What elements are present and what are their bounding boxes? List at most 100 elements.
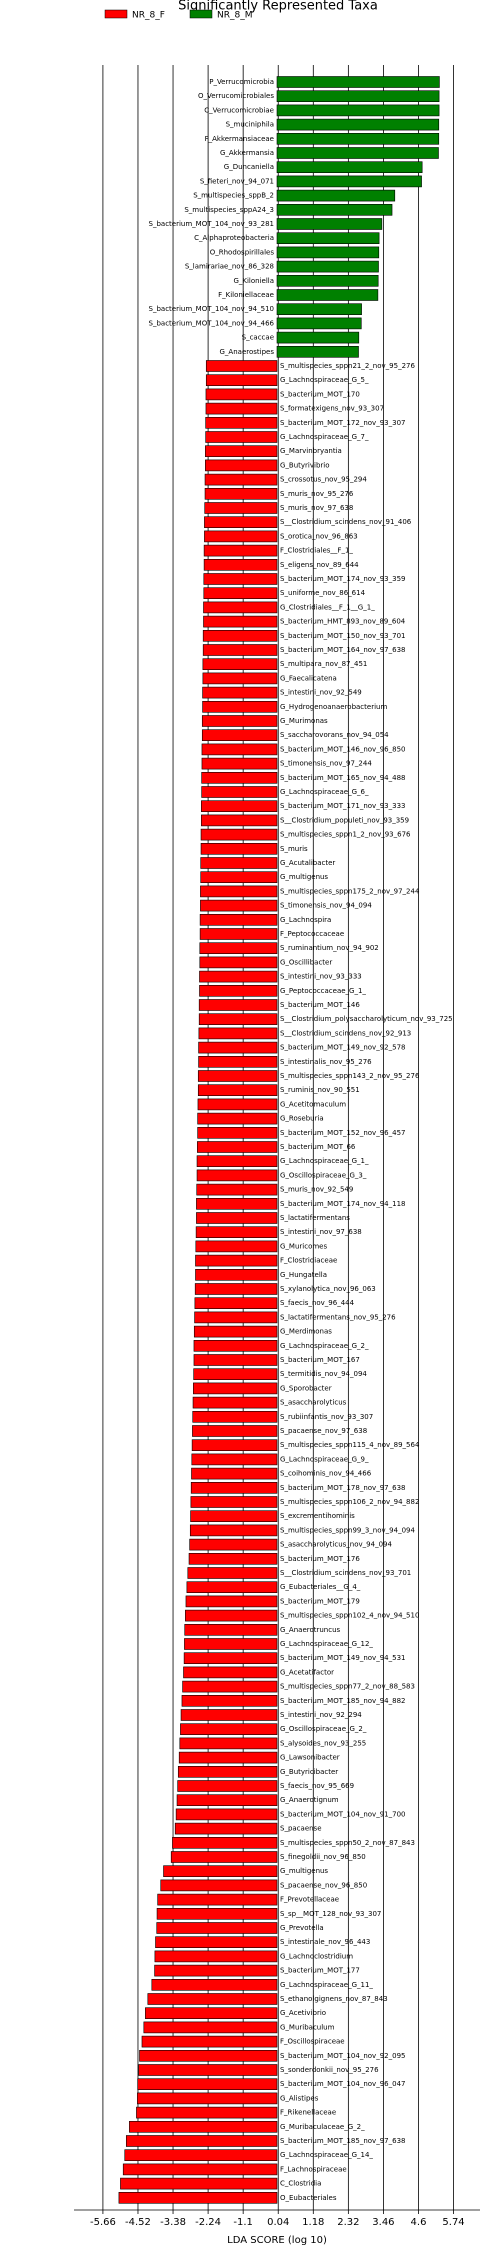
bar bbox=[199, 984, 278, 997]
bar bbox=[136, 2106, 278, 2119]
bar bbox=[201, 743, 278, 756]
category-label: G_Hungatella bbox=[280, 1271, 327, 1279]
bar bbox=[137, 2092, 278, 2105]
category-label: S_bacterium_MOT_165_nov_94_488 bbox=[280, 774, 405, 782]
x-tick-label: 0.04 bbox=[267, 2217, 289, 2228]
bar bbox=[276, 76, 440, 88]
category-label: S_bacterium_MOT_66 bbox=[280, 1143, 356, 1151]
bar bbox=[205, 431, 278, 443]
x-tick-label: 4.6 bbox=[411, 2217, 427, 2228]
category-label: G_multigenus bbox=[280, 873, 328, 881]
bar bbox=[141, 2035, 278, 2048]
category-label: S__Clostridium_scindens_nov_93_701 bbox=[280, 1569, 411, 1577]
category-label: S_orotica_nov_96_863 bbox=[280, 532, 358, 540]
category-label: P_Verrucomicrobia bbox=[209, 78, 274, 86]
bar bbox=[192, 1396, 278, 1409]
bar bbox=[205, 402, 278, 415]
category-label: S_bacterium_MOT_171_nov_93_333 bbox=[280, 802, 405, 810]
x-tick-label: 5.74 bbox=[442, 2217, 464, 2228]
category-label: S_bacterium_MOT_146_nov_96_850 bbox=[280, 745, 405, 753]
category-label: S_muris_nov_95_276 bbox=[280, 490, 354, 498]
bar bbox=[200, 828, 278, 841]
category-label: G_Lachnospiraceae_G_7_ bbox=[280, 433, 369, 441]
bar bbox=[201, 715, 278, 727]
category-label: S_bacterium_MOT_172_nov_93_307 bbox=[280, 419, 405, 427]
bar bbox=[276, 303, 362, 316]
bar bbox=[175, 1808, 278, 1821]
bar bbox=[202, 672, 278, 685]
category-label: G_Butyricibacter bbox=[280, 1768, 338, 1776]
category-label: S__Clostridium_scindens_nov_92_913 bbox=[280, 1029, 411, 1037]
category-label: S_termitidis_nov_94_094 bbox=[280, 1370, 367, 1378]
bar bbox=[195, 1269, 278, 1281]
bar bbox=[203, 601, 278, 614]
category-label: S_coihominis_nov_94_466 bbox=[280, 1470, 372, 1478]
category-label: G_Acutalibacter bbox=[280, 859, 335, 867]
bar bbox=[204, 516, 278, 529]
category-label: G_Muribaculaceae_G_2_ bbox=[280, 2123, 365, 2131]
bar bbox=[198, 1027, 278, 1040]
bar bbox=[154, 1950, 278, 1963]
bar bbox=[203, 615, 278, 628]
category-label: S_uniforme_nov_86_614 bbox=[280, 589, 366, 597]
bar bbox=[118, 2192, 278, 2204]
bar bbox=[204, 487, 278, 500]
category-label: S_bacterium_MOT_164_nov_97_638 bbox=[280, 646, 405, 654]
category-label: S_caccae bbox=[242, 334, 274, 342]
category-label: S_lamirariae_nov_86_328 bbox=[185, 263, 274, 271]
category-label: S__Clostridium_scindens_nov_91_406 bbox=[280, 518, 412, 526]
bar bbox=[137, 2078, 278, 2090]
category-label: S_pacaense bbox=[280, 1825, 322, 1833]
category-label: G_Murimonas bbox=[280, 717, 328, 725]
bar bbox=[195, 1254, 278, 1267]
category-label: S_multispecies_sppn175_2_nov_97_244 bbox=[280, 887, 420, 895]
bar bbox=[197, 1112, 278, 1125]
category-label: S_bacterium_MOT_185_nov_94_882 bbox=[280, 1697, 405, 1705]
category-label: G_Faecalicatena bbox=[280, 674, 337, 682]
category-label: S_excrementihominis bbox=[280, 1512, 355, 1520]
category-label: S_multispecies_sppn21_2_nov_95_276 bbox=[280, 362, 415, 370]
category-label: S_alysoides_nov_93_255 bbox=[280, 1739, 366, 1747]
bar bbox=[184, 1624, 278, 1636]
bar bbox=[276, 175, 422, 188]
bar bbox=[183, 1652, 278, 1664]
category-label: C_Verrucomicrobiae bbox=[204, 106, 274, 114]
bar bbox=[125, 2135, 278, 2147]
category-label: S_asaccharolyticus_nov_94_094 bbox=[280, 1541, 392, 1549]
category-label: G_Marvinbryantia bbox=[280, 447, 342, 455]
category-label: F_Kiloniellaceae bbox=[218, 291, 274, 299]
category-label: S_multispecies_sppn77_2_nov_88_583 bbox=[280, 1683, 415, 1691]
x-axis-label: LDA SCORE (log 10) bbox=[227, 2235, 327, 2246]
bar bbox=[138, 2064, 278, 2076]
category-label: S_intestinale_nov_96_443 bbox=[280, 1938, 370, 1946]
category-label: S_muris bbox=[280, 845, 308, 853]
category-label: G_Butyrivibrio bbox=[280, 461, 330, 469]
category-label: O_Rhodospirillales bbox=[210, 248, 275, 256]
bar bbox=[192, 1411, 278, 1423]
category-label: O_Eubacteriales bbox=[280, 2194, 337, 2202]
category-label: G_Merdimonas bbox=[280, 1328, 332, 1336]
x-tick-label: 3.46 bbox=[372, 2217, 394, 2228]
category-label: S_intestinalis_nov_95_276 bbox=[280, 1058, 372, 1066]
category-label: S_multispecies_sppn102_4_nov_94_510 bbox=[280, 1612, 419, 1620]
bar bbox=[200, 857, 278, 869]
bar bbox=[197, 1141, 278, 1153]
bar bbox=[189, 1524, 278, 1537]
category-label: G_multigenus bbox=[280, 1867, 328, 1875]
bar bbox=[185, 1609, 278, 1622]
bar bbox=[202, 658, 278, 671]
bar bbox=[201, 771, 278, 784]
bar bbox=[200, 871, 278, 884]
bar bbox=[199, 913, 278, 926]
category-label: G_Anaerotruncus bbox=[280, 1626, 341, 1634]
legend-swatch bbox=[189, 9, 213, 19]
category-label: S_eligens_nov_89_644 bbox=[280, 561, 359, 569]
category-label: S_intestini_nov_97_638 bbox=[280, 1228, 362, 1236]
category-label: S_bacterium_MOT_104_nov_91_700 bbox=[280, 1810, 405, 1818]
bar bbox=[180, 1723, 278, 1735]
category-label: S_multipara_nov_87_451 bbox=[280, 660, 367, 668]
bar bbox=[198, 999, 278, 1011]
category-label: S_bacterium_MOT_149_nov_92_578 bbox=[280, 1044, 405, 1052]
bar bbox=[276, 317, 362, 330]
category-label: G_Lachnospiraceae_G_1_ bbox=[280, 1157, 369, 1165]
